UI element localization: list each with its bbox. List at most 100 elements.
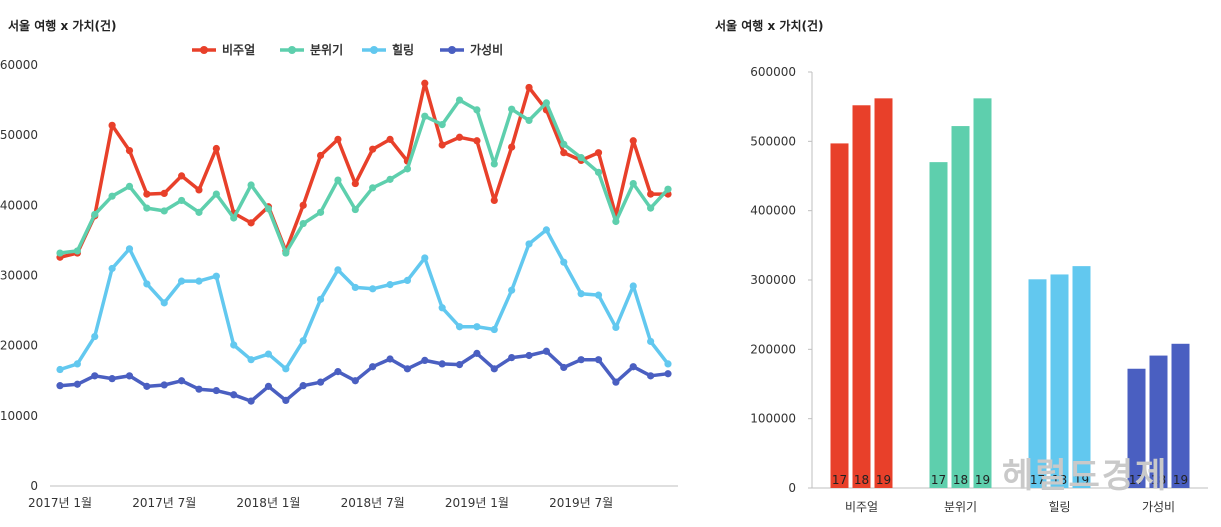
data-point — [403, 276, 412, 285]
data-point — [351, 283, 359, 292]
y-tick-label: 200000 — [750, 342, 796, 356]
data-point — [369, 363, 377, 371]
data-point — [525, 116, 533, 125]
data-point — [403, 165, 412, 173]
data-point — [542, 99, 551, 107]
data-point — [125, 245, 134, 253]
data-point — [56, 382, 64, 390]
data-point — [247, 181, 255, 189]
data-point — [421, 254, 429, 262]
y-tick-label: 60000 — [0, 58, 38, 72]
bar-year-label: 18 — [953, 473, 968, 487]
data-point — [438, 141, 446, 149]
data-point — [629, 179, 637, 188]
data-point — [91, 372, 99, 380]
data-point — [160, 381, 168, 389]
bar-비주얼 — [830, 143, 849, 488]
data-point — [73, 360, 81, 368]
data-point — [143, 280, 151, 288]
data-point — [386, 355, 394, 363]
data-point — [369, 285, 377, 293]
legend-label: 분위기 — [310, 42, 343, 57]
x-tick-label: 2018년 7월 — [341, 496, 405, 510]
data-point — [560, 149, 568, 157]
data-point — [160, 189, 168, 198]
data-point — [473, 323, 481, 331]
data-point — [195, 277, 203, 285]
legend-label: 힐링 — [392, 42, 414, 57]
data-point — [455, 133, 464, 141]
data-point — [160, 207, 168, 215]
data-point — [594, 356, 603, 364]
y-tick-label: 500000 — [750, 134, 796, 148]
series-line-힐링 — [59, 228, 670, 372]
line-chart-title: 서울 여행 x 가치(건) — [8, 18, 117, 33]
data-point — [125, 182, 134, 190]
data-point — [264, 350, 273, 358]
data-point — [473, 349, 481, 357]
bar-분위기 — [929, 162, 948, 488]
data-point — [490, 325, 498, 334]
bar-분위기 — [973, 98, 992, 488]
y-tick-label: 400000 — [750, 204, 796, 218]
data-point — [647, 372, 655, 380]
y-tick-label: 0 — [30, 479, 38, 493]
bar-힐링 — [1072, 266, 1091, 488]
data-point — [212, 386, 220, 395]
data-point — [299, 337, 307, 345]
data-point — [629, 282, 637, 290]
x-tick-label: 2017년 7월 — [132, 496, 196, 510]
data-point — [316, 295, 325, 303]
data-point — [421, 356, 429, 365]
data-point — [230, 341, 238, 349]
data-point — [212, 190, 220, 198]
bar-분위기 — [951, 126, 970, 488]
bar-year-label: 19 — [1074, 473, 1089, 487]
data-point — [594, 168, 603, 176]
data-point — [282, 365, 290, 373]
data-point — [369, 145, 377, 153]
data-point — [629, 137, 637, 145]
bar-year-label: 19 — [876, 473, 891, 487]
data-point — [560, 363, 568, 372]
data-point — [647, 337, 655, 346]
data-point — [386, 135, 394, 143]
data-point — [91, 210, 99, 219]
x-category-label: 분위기 — [944, 500, 977, 514]
legend-swatch-marker — [288, 46, 296, 54]
data-point — [160, 299, 168, 307]
data-point — [647, 190, 655, 198]
data-point — [143, 204, 151, 212]
data-point — [594, 291, 603, 299]
bar-chart: 0 100000 200000 300000 400000 500000 600000 17 1… — [750, 65, 1208, 514]
data-point — [247, 397, 255, 405]
x-category-label: 힐링 — [1048, 500, 1070, 514]
data-point — [125, 147, 134, 155]
data-point — [316, 151, 325, 160]
data-point — [212, 144, 220, 153]
data-point — [334, 368, 342, 376]
data-point — [299, 219, 307, 228]
data-point — [351, 205, 359, 214]
data-point — [455, 96, 464, 104]
data-point — [525, 240, 533, 248]
data-point — [282, 249, 290, 257]
data-point — [316, 378, 325, 386]
data-point — [195, 385, 203, 393]
data-point — [629, 363, 637, 371]
y-tick-label: 0 — [788, 481, 796, 495]
y-tick-label: 10000 — [0, 409, 38, 423]
data-point — [230, 391, 238, 399]
y-tick-label: 300000 — [750, 273, 796, 287]
data-point — [178, 377, 186, 385]
data-point — [195, 186, 203, 194]
data-point — [334, 266, 342, 274]
data-point — [577, 290, 585, 298]
data-point — [108, 121, 116, 129]
data-point — [143, 190, 151, 198]
data-point — [647, 204, 655, 212]
watermark-text: 헤럴드경제 — [1002, 456, 1168, 496]
bar-year-label: 19 — [1173, 473, 1188, 487]
bar-비주얼 — [852, 105, 871, 488]
